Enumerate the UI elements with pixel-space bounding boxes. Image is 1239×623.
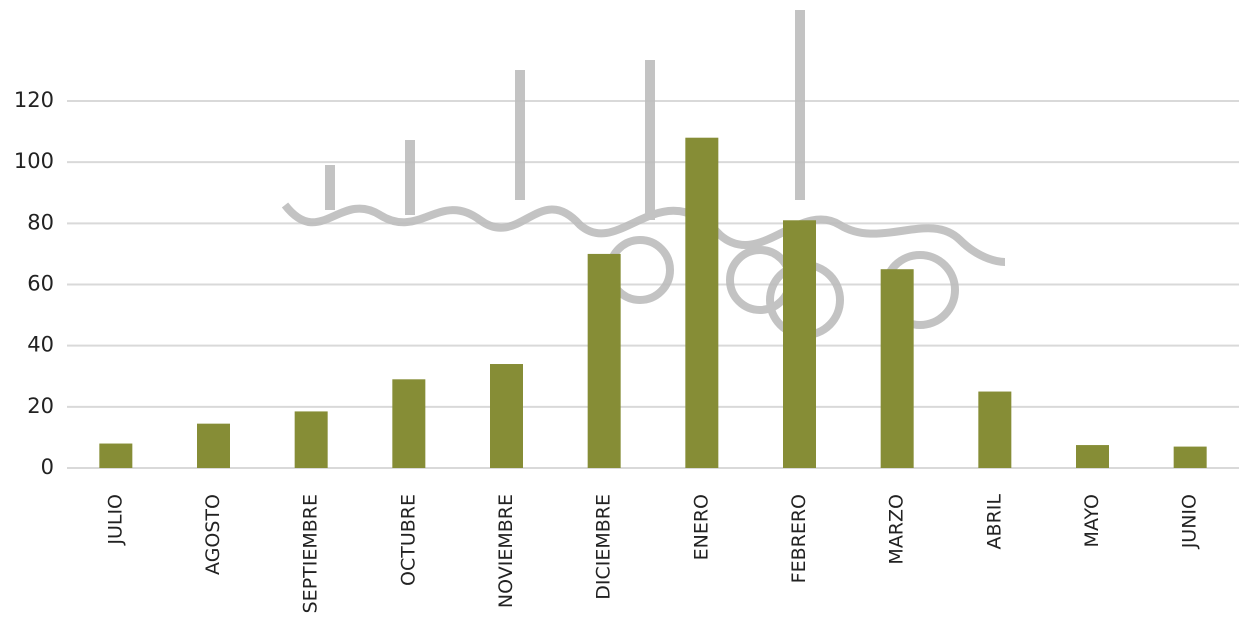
y-tick-label: 20 (27, 394, 54, 418)
bar (783, 220, 816, 468)
bar (685, 137, 719, 468)
y-tick-label: 60 (27, 272, 54, 296)
bar (587, 253, 621, 468)
x-tick-label: NOVIEMBRE (495, 494, 517, 608)
x-tick-label: ABRIL (983, 494, 1005, 550)
x-tick-label: MAYO (1081, 494, 1103, 547)
bar (978, 391, 1012, 468)
x-tick-label: OCTUBRE (397, 494, 419, 586)
x-tick-label: JUNIO (1179, 494, 1201, 549)
x-tick-label: AGOSTO (202, 494, 224, 575)
bar (197, 423, 230, 468)
bar (1173, 446, 1207, 468)
x-tick-label: DICIEMBRE (593, 494, 615, 600)
bar (880, 269, 914, 468)
bar (392, 379, 426, 468)
x-tick-label: ENERO (690, 494, 712, 560)
y-tick-label: 40 (27, 333, 54, 357)
y-tick-label: 0 (41, 455, 54, 479)
y-tick-label: 120 (14, 88, 54, 112)
x-tick-label: MARZO (886, 494, 908, 565)
y-tick-label: 100 (14, 149, 54, 173)
bar (294, 411, 328, 468)
bar (1076, 445, 1109, 468)
bar (99, 443, 133, 468)
x-tick-label: SEPTIEMBRE (300, 494, 322, 613)
y-tick-label: 80 (27, 210, 54, 234)
x-tick-label: JULIO (104, 494, 126, 546)
bar (490, 364, 523, 468)
x-tick-label: FEBRERO (788, 494, 810, 583)
